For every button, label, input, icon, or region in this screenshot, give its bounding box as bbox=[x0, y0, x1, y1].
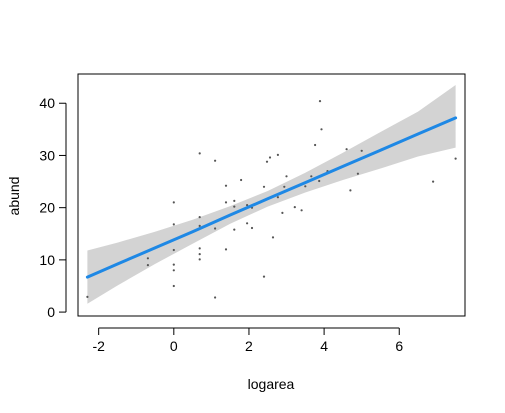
x-tick-label: 2 bbox=[245, 338, 253, 354]
data-point bbox=[147, 257, 149, 259]
y-tick-label: 30 bbox=[39, 147, 55, 163]
data-point bbox=[277, 196, 279, 198]
x-tick-label: 4 bbox=[320, 338, 328, 354]
data-point bbox=[432, 181, 434, 183]
data-point bbox=[233, 206, 235, 208]
data-point bbox=[225, 201, 227, 203]
data-point bbox=[310, 175, 312, 177]
y-tick-label: 10 bbox=[39, 252, 55, 268]
data-point bbox=[233, 200, 235, 202]
data-point bbox=[294, 206, 296, 208]
data-point bbox=[225, 185, 227, 187]
data-point bbox=[233, 229, 235, 231]
data-point bbox=[199, 247, 201, 249]
data-point bbox=[199, 216, 201, 218]
x-tick-label: 0 bbox=[170, 338, 178, 354]
data-point bbox=[320, 128, 322, 130]
data-point bbox=[357, 173, 359, 175]
data-point bbox=[281, 212, 283, 214]
data-point bbox=[246, 222, 248, 224]
data-point bbox=[214, 296, 216, 298]
data-point bbox=[361, 150, 363, 152]
data-point bbox=[455, 158, 457, 160]
data-point bbox=[318, 180, 320, 182]
confidence-band-layer bbox=[87, 85, 455, 304]
data-point bbox=[301, 209, 303, 211]
x-tick-label: 6 bbox=[395, 338, 403, 354]
data-point bbox=[199, 152, 201, 154]
data-point bbox=[173, 285, 175, 287]
data-point bbox=[147, 264, 149, 266]
data-point bbox=[173, 264, 175, 266]
data-point bbox=[173, 249, 175, 251]
confidence-band bbox=[87, 85, 455, 304]
y-tick-label: 40 bbox=[39, 95, 55, 111]
data-point bbox=[266, 161, 268, 163]
data-point bbox=[283, 186, 285, 188]
data-point bbox=[214, 160, 216, 162]
data-point bbox=[304, 185, 306, 187]
data-point bbox=[285, 175, 287, 177]
data-point bbox=[251, 227, 253, 229]
data-point bbox=[272, 236, 274, 238]
data-point bbox=[349, 189, 351, 191]
data-point bbox=[240, 179, 242, 181]
x-tick-label: -2 bbox=[92, 338, 105, 354]
data-point bbox=[277, 154, 279, 156]
data-point bbox=[173, 223, 175, 225]
data-point bbox=[86, 296, 88, 298]
data-point bbox=[263, 276, 265, 278]
data-point bbox=[173, 201, 175, 203]
fit-line bbox=[87, 118, 455, 277]
data-point bbox=[199, 258, 201, 260]
data-point bbox=[214, 227, 216, 229]
data-point bbox=[314, 144, 316, 146]
data-point bbox=[199, 253, 201, 255]
data-point bbox=[173, 269, 175, 271]
data-point bbox=[269, 156, 271, 158]
data-point bbox=[346, 148, 348, 150]
y-tick-label: 20 bbox=[39, 200, 55, 216]
x-axis-label: logarea bbox=[248, 376, 295, 392]
data-point bbox=[263, 186, 265, 188]
data-point bbox=[319, 100, 321, 102]
data-point bbox=[225, 248, 227, 250]
fit-line-layer bbox=[87, 118, 455, 277]
y-axis-label: abund bbox=[6, 177, 22, 216]
y-tick-label: 0 bbox=[47, 304, 55, 320]
